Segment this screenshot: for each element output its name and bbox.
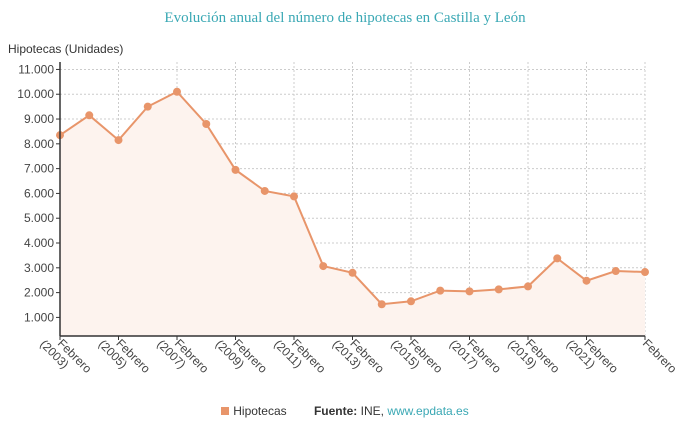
data-point	[260, 186, 269, 195]
chart-title: Evolución anual del número de hipotecas …	[164, 10, 526, 26]
data-point	[641, 268, 649, 277]
data-point	[553, 254, 562, 263]
y-tick-label: 2.000	[24, 286, 54, 300]
data-point	[173, 87, 181, 96]
y-tick-label: 1.000	[24, 310, 54, 324]
data-point	[348, 268, 357, 277]
source-text: INE,	[360, 404, 384, 418]
y-tick-label: 5.000	[24, 211, 54, 225]
data-point	[319, 262, 328, 271]
legend-swatch	[221, 407, 230, 415]
y-tick-label: 10.000	[17, 87, 54, 101]
y-tick-label: 3.000	[24, 261, 54, 275]
data-point	[114, 136, 123, 145]
data-point	[290, 192, 298, 201]
data-point	[582, 276, 591, 285]
y-tick-label: 6.000	[24, 186, 54, 200]
data-point	[494, 285, 503, 294]
chart: 1.000 2.000 3.000 4.000 5.000 6.000 7.000 8.000…	[17, 62, 680, 376]
data-point	[202, 119, 211, 128]
x-tick-label: Febrero	[640, 336, 680, 376]
data-point	[377, 300, 386, 309]
data-point	[85, 111, 94, 120]
data-point	[143, 102, 152, 111]
data-point	[524, 282, 532, 291]
y-tick-label: 4.000	[24, 236, 54, 250]
y-tick-label: 9.000	[24, 112, 54, 126]
data-point	[465, 287, 474, 296]
y-tick-label: 8.000	[24, 137, 54, 151]
y-tick-label: 7.000	[24, 162, 54, 176]
legend: Hipotecas Fuente: INE, www.epdata.es	[0, 404, 690, 418]
data-point	[231, 165, 240, 174]
data-point	[611, 267, 620, 276]
series-area	[60, 91, 645, 337]
data-point	[436, 286, 445, 295]
data-point	[407, 297, 415, 306]
source-link[interactable]: www.epdata.es	[387, 404, 469, 418]
y-axis-label: Hipotecas (Unidades)	[8, 42, 124, 56]
legend-label[interactable]: Hipotecas	[233, 404, 287, 418]
y-tick-label: 11.000	[18, 62, 54, 76]
source-label: Fuente:	[313, 404, 358, 418]
